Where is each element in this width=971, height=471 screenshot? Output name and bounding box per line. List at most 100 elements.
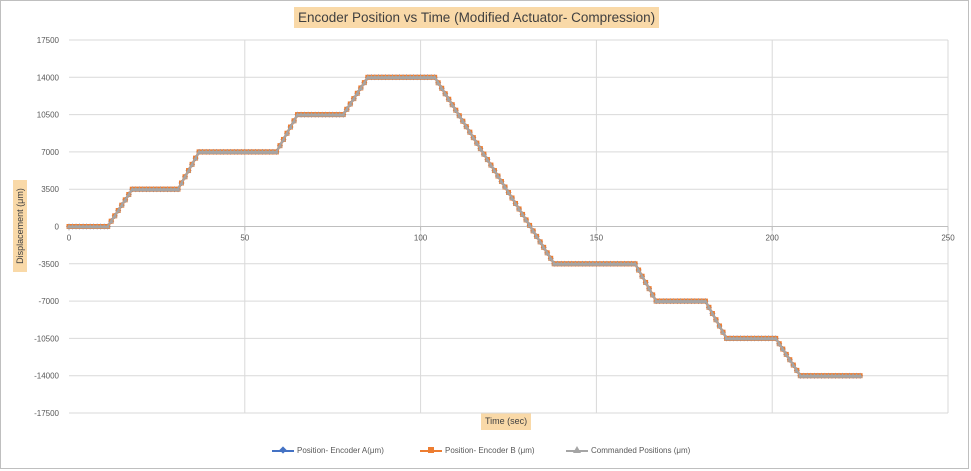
data-point-series-3: [249, 149, 255, 154]
data-point-series-3: [804, 373, 810, 378]
y-tick-label: 14000: [37, 73, 60, 82]
data-point-series-3: [196, 149, 202, 154]
data-point-series-3: [91, 224, 97, 229]
data-point-series-3: [133, 186, 139, 192]
triangle-icon: [566, 444, 588, 456]
data-point-series-3: [298, 112, 304, 117]
data-point-series-3: [463, 124, 469, 129]
data-point-series-3: [614, 261, 620, 266]
data-point-series-3: [629, 261, 635, 266]
data-point-series-3: [509, 195, 515, 200]
data-point-series-3: [671, 298, 677, 304]
data-point-series-3: [748, 335, 754, 341]
data-point-series-3: [393, 74, 399, 80]
data-point-series-3: [453, 107, 459, 113]
legend-label: Position- Encoder B (μm): [445, 445, 535, 455]
data-point-series-3: [477, 146, 483, 151]
data-point-series-3: [688, 298, 694, 304]
data-point-series-3: [622, 261, 628, 266]
data-point-series-3: [731, 335, 737, 341]
data-point-series-3: [759, 335, 765, 341]
data-point-series-3: [379, 74, 385, 80]
data-point-series-3: [569, 261, 575, 266]
data-point-series-3: [548, 255, 554, 261]
data-point-series-3: [625, 261, 631, 266]
y-tick-label: 7000: [41, 148, 59, 157]
data-point-series-3: [330, 112, 336, 117]
data-point-series-3: [235, 149, 241, 154]
data-point-series-3: [734, 335, 740, 341]
data-point-series-3: [636, 267, 642, 273]
data-point-series-3: [723, 335, 729, 341]
data-point-series-3: [495, 173, 501, 179]
data-point-series-3: [657, 298, 663, 304]
data-point-series-3: [435, 80, 441, 85]
data-point-series-3: [618, 261, 624, 266]
data-point-series-3: [439, 85, 445, 91]
data-point-series-3: [189, 161, 195, 167]
data-point-series-3: [414, 74, 420, 80]
data-point-series-3: [678, 298, 684, 304]
x-tick-label: 50: [240, 234, 249, 243]
data-point-series-3: [470, 135, 476, 140]
data-point-series-3: [695, 298, 701, 304]
data-point-series-3: [639, 273, 645, 279]
data-point-series-3: [513, 200, 519, 206]
data-point-series-3: [808, 373, 814, 378]
data-point-series-3: [534, 233, 540, 239]
data-point-series-3: [604, 261, 610, 266]
data-point-series-3: [597, 261, 603, 266]
data-point-series-3: [818, 373, 824, 378]
data-point-series-3: [456, 113, 462, 118]
data-point-series-3: [685, 298, 691, 304]
data-point-series-3: [783, 351, 789, 357]
data-point-series-3: [150, 186, 156, 192]
data-point-series-3: [646, 286, 652, 291]
y-tick-label: 17500: [37, 36, 60, 45]
data-point-series-3: [709, 311, 715, 316]
data-point-series-3: [210, 149, 216, 154]
data-point-series-3: [832, 373, 838, 378]
data-point-series-3: [586, 261, 592, 266]
data-point-series-3: [164, 186, 170, 192]
data-point-series-3: [77, 224, 83, 229]
data-point-series-3: [488, 162, 494, 168]
data-point-series-3: [421, 74, 427, 80]
data-point-series-3: [787, 357, 793, 362]
data-point-series-3: [516, 206, 522, 211]
data-point-series-3: [843, 373, 849, 378]
chart-legend: Position- Encoder A(μm) Position- Encoder…: [0, 444, 971, 458]
data-point-series-3: [302, 112, 308, 117]
data-point-series-3: [214, 149, 220, 154]
data-point-series-3: [143, 186, 149, 192]
data-point-series-3: [361, 80, 367, 85]
data-point-series-3: [386, 74, 392, 80]
data-point-series-3: [776, 341, 782, 346]
x-tick-label: 100: [414, 234, 428, 243]
data-point-series-3: [263, 149, 269, 154]
data-point-series-3: [122, 197, 128, 202]
data-point-series-3: [168, 186, 174, 192]
data-point-series-3: [161, 186, 167, 192]
data-point-series-3: [337, 112, 343, 117]
data-point-series-3: [200, 149, 206, 154]
x-tick-label: 200: [766, 234, 780, 243]
data-point-series-3: [544, 250, 550, 255]
data-point-series-3: [836, 373, 842, 378]
square-icon: [420, 444, 442, 456]
y-tick-label: 3500: [41, 185, 59, 194]
data-point-series-3: [129, 186, 135, 192]
data-point-series-3: [354, 90, 360, 96]
data-point-series-3: [611, 261, 617, 266]
data-point-series-3: [305, 112, 311, 117]
data-point-series-3: [207, 149, 213, 154]
data-point-series-3: [460, 118, 466, 124]
data-point-series-3: [259, 149, 265, 154]
data-point-series-3: [527, 222, 533, 228]
data-point-series-3: [340, 112, 346, 117]
data-point-series-3: [643, 279, 649, 285]
data-point-series-3: [769, 335, 775, 341]
y-tick-label: 10500: [37, 111, 60, 120]
data-point-series-3: [418, 74, 424, 80]
